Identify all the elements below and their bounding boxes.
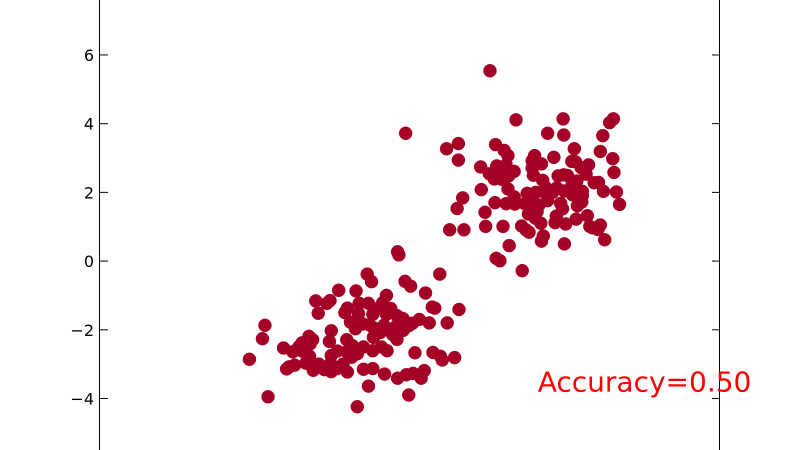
scatter-point: [609, 185, 624, 199]
scatter-point: [261, 390, 275, 404]
scatter-point: [515, 263, 529, 278]
scatter-points: [242, 64, 627, 414]
scatter-point: [428, 301, 442, 315]
scatter-point: [390, 332, 404, 347]
scatter-point: [442, 223, 457, 237]
scatter-point: [455, 191, 470, 205]
scatter-point: [591, 222, 605, 237]
scatter-point: [320, 296, 334, 311]
scatter-point: [493, 253, 507, 268]
scatter-point: [398, 126, 413, 141]
scatter-point: [408, 346, 422, 360]
scatter-point: [414, 371, 428, 385]
scatter-point: [440, 316, 454, 330]
y-tick-label: 4: [84, 115, 94, 134]
scatter-point: [322, 334, 337, 349]
scatter-point: [340, 365, 355, 379]
scatter-point: [255, 331, 270, 346]
scatter-point: [450, 201, 464, 216]
scatter-point: [509, 113, 523, 127]
scatter-point: [451, 136, 466, 151]
scatter-point: [534, 216, 548, 231]
scatter-point: [311, 306, 325, 321]
scatter-point: [390, 245, 405, 259]
scatter-point: [451, 153, 466, 167]
scatter-point: [540, 126, 555, 141]
scatter-point: [570, 199, 585, 213]
scatter-point: [279, 362, 294, 376]
scatter-point: [405, 316, 420, 330]
scatter-point: [593, 144, 608, 159]
scatter-point: [403, 279, 418, 293]
y-tick-label: −4: [70, 389, 94, 408]
scatter-point: [457, 223, 471, 237]
scatter-point: [361, 379, 376, 393]
scatter-point: [366, 330, 381, 345]
scatter-point: [348, 321, 363, 336]
y-tick-label: −2: [70, 321, 94, 340]
scatter-point: [534, 234, 549, 248]
scatter-point: [364, 274, 379, 289]
scatter-point: [547, 150, 561, 165]
scatter-point: [258, 318, 272, 333]
scatter-point: [483, 64, 497, 78]
scatter-point: [597, 233, 612, 247]
axes-frame: [99, 0, 720, 450]
scatter-point: [556, 112, 570, 126]
scatter-point: [377, 367, 392, 381]
scatter-point: [390, 371, 405, 385]
scatter-point: [331, 283, 346, 298]
scatter-point: [607, 165, 621, 180]
scatter-point: [439, 141, 454, 156]
scatter-point: [579, 167, 593, 181]
scatter-point: [540, 193, 555, 208]
scatter-point: [502, 238, 516, 253]
y-axis-ticks: 6 4 2 0 −2 −4: [70, 46, 720, 408]
y-tick-label: 6: [84, 46, 94, 65]
scatter-point: [567, 141, 582, 156]
scatter-point: [366, 361, 380, 376]
scatter-point: [478, 219, 493, 234]
scatter-point: [418, 286, 433, 300]
scatter-point: [366, 343, 380, 358]
scatter-point: [522, 225, 536, 239]
accuracy-annotation: Accuracy=0.50: [538, 366, 752, 399]
scatter-point: [309, 294, 323, 308]
scatter-point: [496, 219, 510, 234]
scatter-point: [422, 316, 436, 330]
scatter-point: [242, 352, 257, 367]
scatter-point: [557, 237, 572, 251]
scatter-point: [558, 217, 573, 231]
scatter-point: [605, 151, 620, 166]
scatter-point: [474, 182, 489, 197]
scatter-point: [596, 128, 610, 143]
scatter-point: [402, 388, 416, 402]
scatter-point: [433, 267, 447, 281]
y-tick-label: 2: [84, 183, 94, 202]
scatter-point: [478, 205, 492, 220]
scatter-point: [596, 184, 611, 199]
scatter-point: [452, 302, 466, 317]
scatter-point: [612, 197, 627, 212]
scatter-point: [447, 350, 462, 365]
scatter-point: [435, 353, 449, 367]
scatter-point: [495, 172, 509, 187]
scatter-point: [380, 343, 394, 358]
scatter-point: [350, 399, 365, 414]
scatter-point: [557, 128, 571, 142]
y-tick-label: 0: [84, 252, 94, 271]
scatter-point: [349, 284, 363, 298]
scatter-point: [602, 115, 617, 130]
